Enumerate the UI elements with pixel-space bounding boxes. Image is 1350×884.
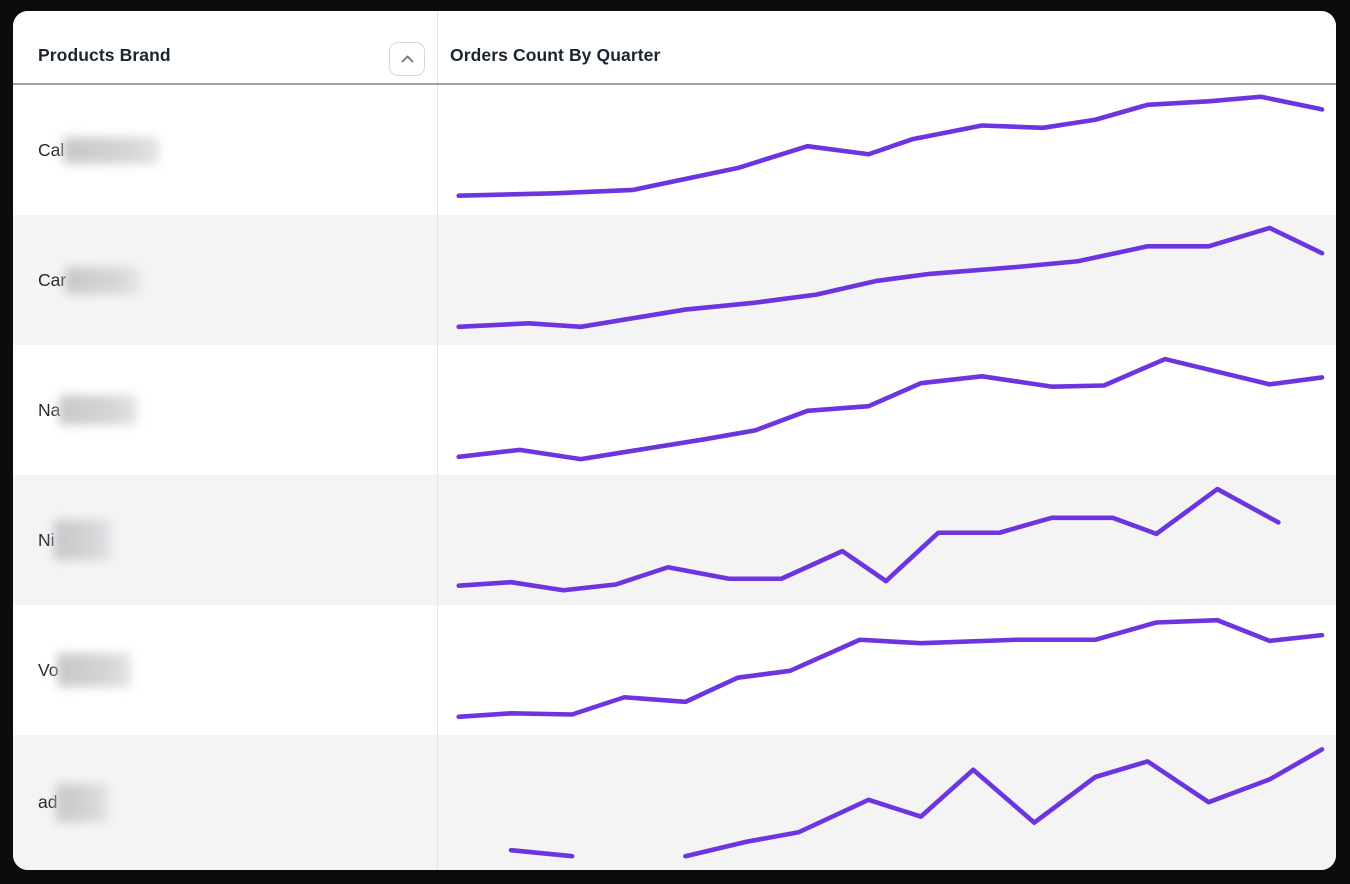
brand-label: Car bbox=[38, 269, 67, 290]
brand-cell[interactable]: ad bbox=[13, 735, 438, 870]
sparkline-cell bbox=[438, 345, 1336, 475]
brand-cell[interactable]: Cal bbox=[13, 85, 438, 215]
brand-cell[interactable]: Car bbox=[13, 215, 438, 345]
redacted-text-blur bbox=[65, 266, 140, 294]
redacted-text-blur bbox=[56, 783, 109, 822]
sparkline-cell bbox=[438, 735, 1336, 870]
table-row[interactable]: Cal bbox=[13, 85, 1336, 215]
table-row[interactable]: Vo bbox=[13, 605, 1336, 735]
table-window: Products Brand Orders Count By Quarter C… bbox=[13, 11, 1336, 870]
orders-sparkline-chart bbox=[450, 91, 1322, 206]
brand-cell[interactable]: Vo bbox=[13, 605, 438, 735]
brand-label: ad bbox=[38, 792, 58, 812]
brand-label: Cal bbox=[38, 139, 65, 160]
orders-sparkline-chart bbox=[450, 741, 1322, 861]
orders-sparkline-chart bbox=[450, 351, 1322, 466]
orders-sparkline-chart bbox=[450, 611, 1322, 726]
table-body: Cal Car Na Ni bbox=[13, 85, 1336, 870]
sort-ascending-button[interactable] bbox=[389, 42, 425, 76]
redacted-text-blur bbox=[63, 136, 160, 164]
redacted-text-blur bbox=[57, 653, 132, 687]
brand-label: Vo bbox=[38, 659, 59, 680]
sparkline-cell bbox=[438, 85, 1336, 215]
sparkline-cell bbox=[438, 605, 1336, 735]
table-row[interactable]: ad bbox=[13, 735, 1336, 870]
table-row[interactable]: Ni bbox=[13, 475, 1336, 605]
redacted-text-blur bbox=[53, 520, 112, 560]
orders-sparkline-chart bbox=[450, 221, 1322, 336]
sparkline-cell bbox=[438, 475, 1336, 605]
sparkline-cell bbox=[438, 215, 1336, 345]
brand-cell[interactable]: Ni bbox=[13, 475, 438, 605]
brand-label: Na bbox=[38, 399, 61, 420]
chevron-up-icon bbox=[401, 55, 413, 63]
header-cell-orders-count: Orders Count By Quarter bbox=[438, 11, 1336, 83]
orders-sparkline-chart bbox=[450, 481, 1322, 596]
table-row[interactable]: Car bbox=[13, 215, 1336, 345]
products-brand-column-header[interactable]: Products Brand bbox=[38, 45, 171, 65]
brand-label: Ni bbox=[38, 529, 55, 550]
table-row[interactable]: Na bbox=[13, 345, 1336, 475]
table-header-row: Products Brand Orders Count By Quarter bbox=[13, 11, 1336, 85]
orders-count-column-header[interactable]: Orders Count By Quarter bbox=[450, 45, 661, 65]
redacted-text-blur bbox=[59, 395, 138, 425]
brand-cell[interactable]: Na bbox=[13, 345, 438, 475]
header-cell-products-brand: Products Brand bbox=[13, 11, 438, 83]
